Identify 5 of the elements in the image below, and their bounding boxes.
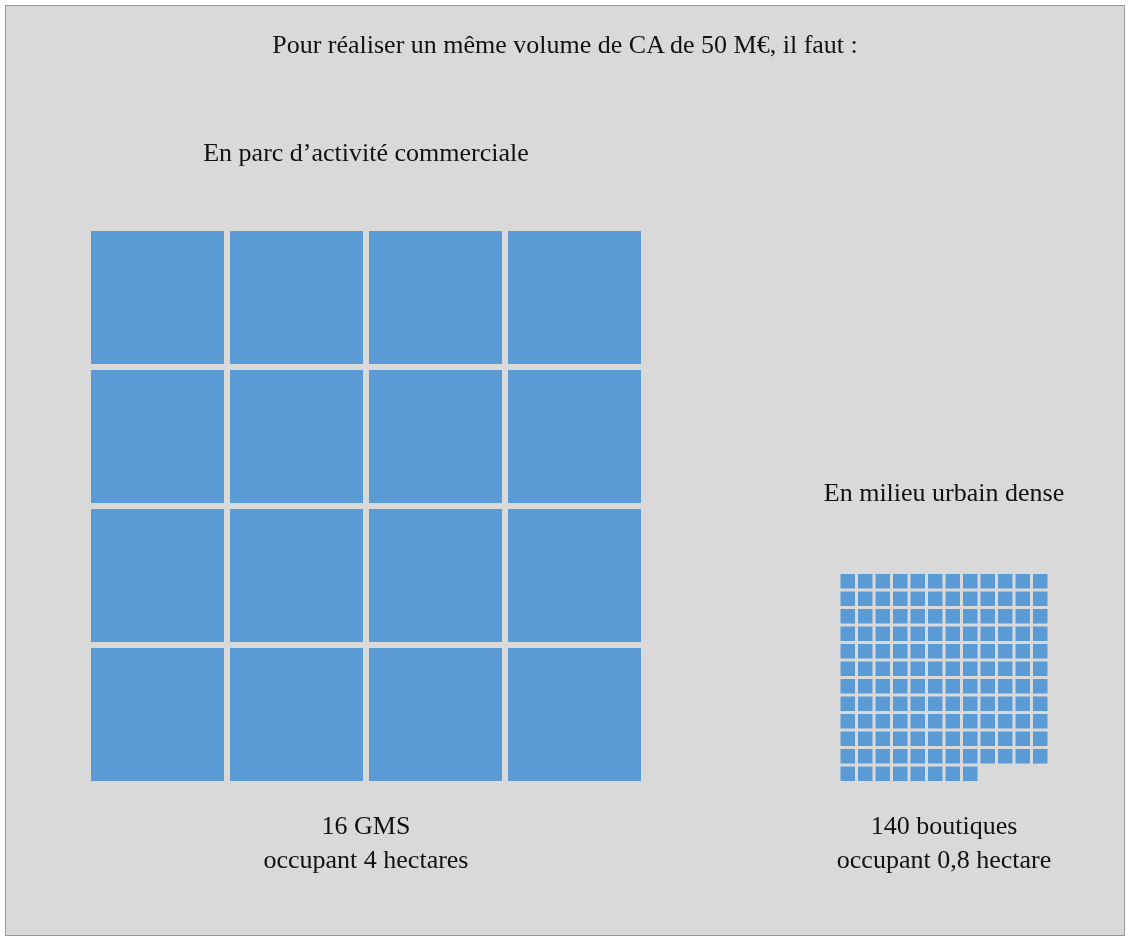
category-label: En parc d’activité commerciale <box>202 137 530 169</box>
text: Pour réaliser un même volume de CA de 50 M€, il faut : <box>271 29 859 61</box>
category-label: En milieu urbain dense <box>822 477 1066 509</box>
data-label: 16 GMS occupant 4 hectares <box>262 810 470 876</box>
data-label: 140 boutiques occupant 0,8 hectare <box>835 810 1053 876</box>
